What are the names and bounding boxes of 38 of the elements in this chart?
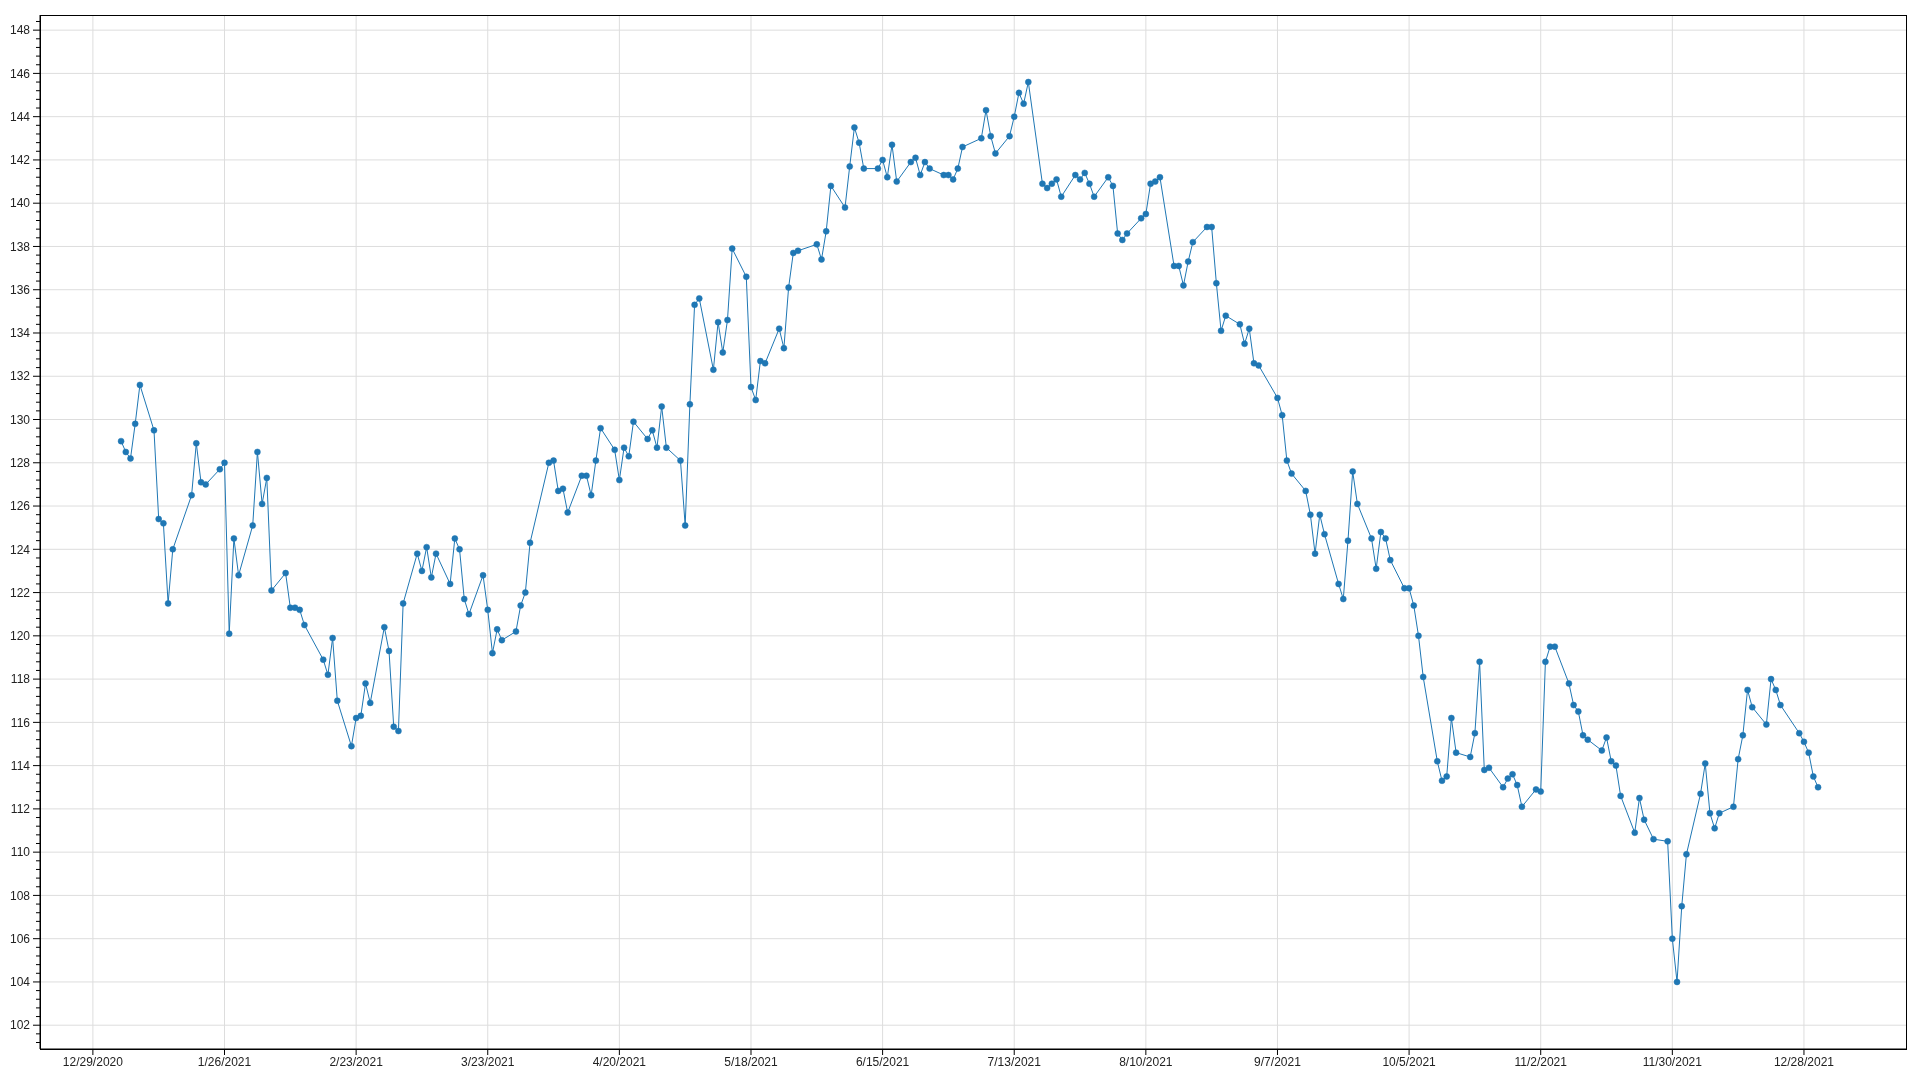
x-tick-label: 12/29/2020: [62, 1054, 124, 1069]
x-tick-label: 10/5/2021: [1382, 1054, 1437, 1069]
y-tick-label: 138: [9, 239, 31, 254]
y-tick-label: 110: [10, 845, 31, 860]
y-tick-label: 130: [9, 412, 31, 427]
y-tick-label: 136: [9, 282, 31, 297]
x-tick-label: 7/13/2021: [987, 1054, 1042, 1069]
y-tick-label: 132: [9, 369, 31, 384]
x-tick-label: 4/20/2021: [592, 1054, 647, 1069]
y-tick-label: 102: [9, 1018, 31, 1033]
x-tick-label: 6/15/2021: [855, 1054, 910, 1069]
x-tick-label: 8/10/2021: [1119, 1054, 1173, 1069]
y-tick-label: 144: [9, 109, 31, 124]
y-tick-label: 108: [9, 888, 31, 903]
x-tick-label: 12/28/2021: [1773, 1054, 1835, 1069]
x-tick-label: 2/23/2021: [329, 1054, 384, 1069]
x-tick-label: 9/7/2021: [1254, 1054, 1302, 1069]
y-tick-label: 142: [9, 153, 31, 168]
y-tick-label: 134: [9, 326, 31, 341]
y-tick-label: 124: [9, 542, 31, 557]
x-tick-label: 5/18/2021: [724, 1054, 778, 1069]
y-tick-label: 118: [10, 672, 31, 687]
y-tick-label: 104: [9, 975, 31, 990]
y-tick-label: 140: [9, 196, 31, 211]
y-tick-label: 126: [9, 499, 31, 514]
y-tick-label: 122: [9, 585, 31, 600]
x-tick-label: 11/30/2021: [1642, 1054, 1703, 1069]
y-tick-label: 112: [10, 802, 31, 817]
y-tick-label: 146: [9, 66, 31, 81]
y-tick-label: 120: [9, 629, 31, 644]
x-tick-label: 11/2/2021: [1514, 1054, 1568, 1069]
y-tick-label: 106: [9, 931, 31, 946]
y-tick-label: 114: [10, 758, 31, 773]
x-tick-label: 1/26/2021: [197, 1054, 252, 1069]
x-tick-label: 3/23/2021: [461, 1054, 515, 1069]
y-tick-label: 148: [9, 23, 31, 38]
y-tick-label: 128: [9, 455, 31, 470]
y-tick-label: 116: [10, 715, 31, 730]
